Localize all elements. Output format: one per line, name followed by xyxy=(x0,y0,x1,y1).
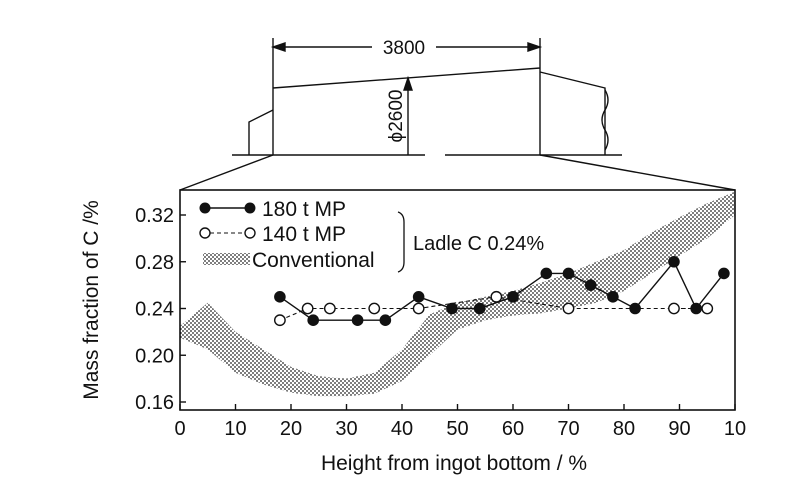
legend-140-marker-left xyxy=(199,227,211,239)
dimension-arrow-left xyxy=(270,42,286,52)
zoom-line-left xyxy=(179,154,274,191)
series-140-point xyxy=(490,290,503,303)
series-180-point xyxy=(718,267,730,280)
x-tick-label: 60 xyxy=(502,418,524,440)
series-140-point xyxy=(562,302,575,315)
ingot-body xyxy=(272,38,541,155)
series-180-point xyxy=(507,291,519,303)
dimension-arrow-right xyxy=(527,42,543,52)
plot-area: 0 10 20 30 40 50 60 70 80 90 10 0.16 0.20 0.24 0.28 0.… xyxy=(135,189,746,440)
series-180-point xyxy=(307,314,320,326)
series-180-point xyxy=(668,255,680,268)
x-tick-label: 70 xyxy=(557,418,579,440)
ingot-hot-top xyxy=(539,71,606,155)
series-180-point xyxy=(584,279,597,291)
ladle-annotation: Ladle C 0.24% xyxy=(413,233,544,255)
x-tick-label: 20 xyxy=(280,418,302,440)
legend-140-label: 140 t MP xyxy=(262,223,346,246)
zoom-line-right xyxy=(539,154,736,191)
diameter-arrow-head xyxy=(403,75,413,91)
y-tick-label: 0.16 xyxy=(135,392,174,414)
x-tick-label: 10 xyxy=(224,418,246,440)
series-140-point xyxy=(301,302,314,315)
legend: 180 t MP 140 t MP Conventional Ladle C 0… xyxy=(199,198,544,273)
x-axis-label: Height from ingot bottom / % xyxy=(321,452,587,475)
series-140-point xyxy=(323,302,336,315)
y-axis-label: Mass fraction of C /% xyxy=(80,200,103,400)
y-tick-label: 0.24 xyxy=(135,299,174,321)
series-180-point xyxy=(379,314,392,326)
legend-brace xyxy=(397,211,405,273)
length-label-bg xyxy=(372,38,436,56)
series-180-line xyxy=(279,260,725,321)
x-tick-label: 40 xyxy=(391,418,413,440)
x-tick-label: 90 xyxy=(668,418,690,440)
series-140-point xyxy=(668,302,680,315)
series-140-point xyxy=(368,302,381,315)
x-tick-label: 30 xyxy=(335,418,357,440)
y-tick-label: 0.32 xyxy=(135,205,174,227)
series-140-point xyxy=(273,314,286,327)
y-tick-label: 0.28 xyxy=(135,252,174,274)
x-tick-label: 0 xyxy=(174,418,185,440)
legend-180-label: 180 t MP xyxy=(262,198,346,221)
series-180-point xyxy=(446,302,458,315)
x-tick-label: 10 xyxy=(724,418,746,440)
legend-140-marker-right xyxy=(244,227,256,239)
series-180-point xyxy=(540,267,553,280)
y-tick-label: 0.20 xyxy=(135,345,174,367)
legend-conventional-label: Conventional xyxy=(252,249,375,272)
ingot-diameter-label: ϕ2600 xyxy=(386,90,407,143)
ingot-break-mark xyxy=(601,89,609,151)
ingot-length-label: 3800 xyxy=(383,38,425,59)
series-180-point xyxy=(562,267,575,280)
x-tick-label: 80 xyxy=(613,418,635,440)
legend-180-marker-left xyxy=(199,202,211,214)
series-180-point xyxy=(607,291,619,303)
series-140-point xyxy=(412,302,425,315)
legend-180-marker-right xyxy=(244,202,256,214)
ingot-sketch xyxy=(179,38,736,191)
x-tick-label: 50 xyxy=(446,418,468,440)
legend-conventional-swatch xyxy=(203,253,250,265)
series-180-point xyxy=(629,302,641,315)
series-180-point xyxy=(274,291,286,303)
series-180-point xyxy=(351,314,364,326)
series-180-point xyxy=(690,302,702,315)
series-180-point xyxy=(473,302,486,315)
series-140-point xyxy=(701,302,714,315)
series-180-point xyxy=(412,291,425,303)
ingot-bottom-stub xyxy=(248,109,274,155)
